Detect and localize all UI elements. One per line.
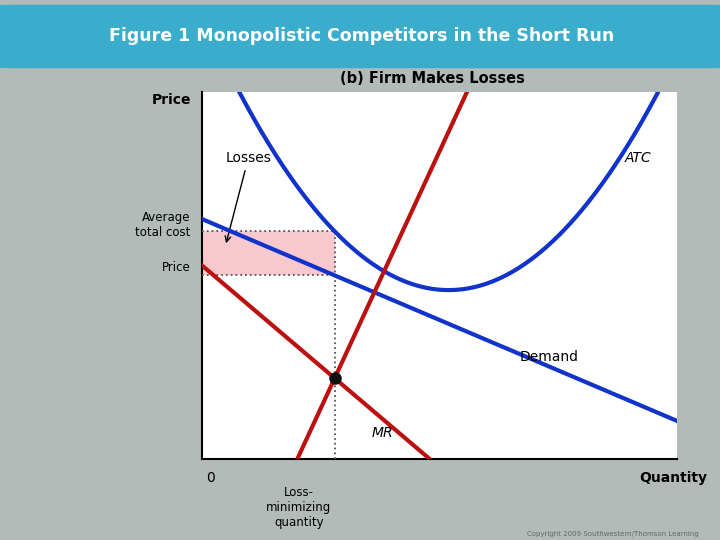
Text: Losses: Losses <box>225 151 271 242</box>
Text: Price: Price <box>162 261 191 274</box>
Bar <box>202 231 335 275</box>
Text: Quantity: Quantity <box>639 471 707 485</box>
Text: Figure 1 Monopolistic Competitors in the Short Run: Figure 1 Monopolistic Competitors in the… <box>109 28 614 45</box>
Text: MR: MR <box>372 426 393 440</box>
FancyBboxPatch shape <box>0 5 720 68</box>
Text: Loss-
minimizing
quantity: Loss- minimizing quantity <box>266 486 331 529</box>
Text: ATC: ATC <box>624 151 652 165</box>
Text: 0: 0 <box>206 471 215 485</box>
Text: Copyright 2009 Southwestern/Thomson Learning: Copyright 2009 Southwestern/Thomson Lear… <box>526 531 698 537</box>
Text: (b) Firm Makes Losses: (b) Firm Makes Losses <box>340 71 524 86</box>
Text: Average
total cost: Average total cost <box>135 211 191 239</box>
Text: Demand: Demand <box>520 350 579 364</box>
Text: Price: Price <box>151 93 191 107</box>
